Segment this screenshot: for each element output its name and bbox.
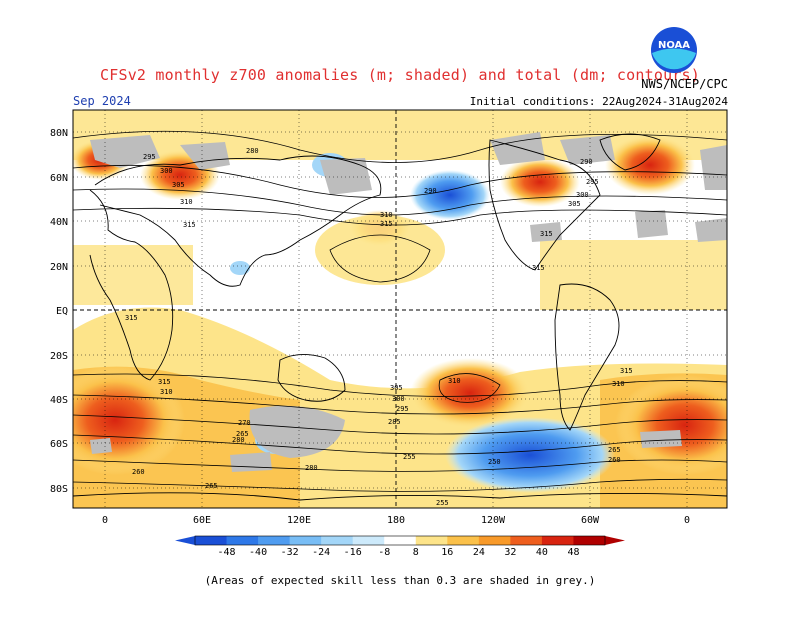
contour-label: 280 (232, 436, 245, 444)
organization-label: NWS/NCEP/CPC (641, 77, 728, 91)
contour-label: 310 (180, 198, 193, 206)
contour-label: 300 (392, 395, 405, 403)
skill-note: (Areas of expected skill less than 0.3 a… (204, 574, 596, 587)
colorbar-swatch (226, 536, 259, 545)
lat-tick-label: 20N (50, 262, 68, 273)
lat-tick-label: 40S (50, 395, 68, 406)
contour-label: 315 (158, 378, 171, 386)
contour-label: 295 (143, 153, 156, 161)
colorbar-swatch (195, 536, 228, 545)
lat-tick-label: 80N (50, 128, 68, 139)
contour-label: 270 (238, 419, 251, 427)
colorbar-swatch (573, 536, 606, 545)
lon-tick-label: 120E (287, 515, 311, 526)
colorbar-swatch (478, 536, 511, 545)
map-field: 295 300 305 310 315 280 290 310 315 315 … (73, 110, 727, 508)
initial-conditions-label: Initial conditions: 22Aug2024-31Aug2024 (469, 95, 728, 108)
contour-label: 295 (586, 178, 599, 186)
map-frame (72, 109, 728, 509)
colorbar-right-arrow (605, 536, 625, 545)
contour-label: 310 (380, 211, 393, 219)
lon-tick-label: 60E (193, 515, 211, 526)
colorbar-tick-label: 32 (504, 547, 516, 558)
lon-tick-label: 120W (481, 515, 506, 526)
colorbar-swatch (541, 536, 574, 545)
colorbar-swatch (415, 536, 448, 545)
map-title: CFSv2 monthly z700 anomalies (m; shaded)… (100, 66, 700, 84)
graticule (73, 110, 727, 508)
lon-tick-label: 0 (684, 515, 690, 526)
colorbar-swatch (352, 536, 385, 545)
contour-label: 255 (403, 453, 416, 461)
colorbar-tick-label: -32 (281, 547, 299, 558)
contour-label: 295 (396, 405, 409, 413)
colorbar-tick-label: 16 (441, 547, 453, 558)
colorbar-tick-label: -8 (378, 547, 390, 558)
lat-tick-label: 60S (50, 439, 68, 450)
contour-label: 265 (236, 430, 249, 438)
colorbar-tick-label: 48 (567, 547, 579, 558)
colorbar-swatch (384, 536, 417, 545)
colorbar-tick-label: -48 (218, 547, 236, 558)
contour-label: 265 (608, 446, 621, 454)
contour-label: 290 (580, 158, 593, 166)
colorbar-outline (194, 535, 606, 546)
contour-label: 305 (172, 181, 185, 189)
colorbar-tick-label: 24 (473, 547, 485, 558)
colorbar-tick-label: -40 (249, 547, 267, 558)
lon-tick-label: 180 (387, 515, 405, 526)
colorbar-swatch (321, 536, 354, 545)
contour-labels: 295 300 305 310 315 280 290 310 315 315 … (125, 147, 633, 507)
colorbar-tick-label: 8 (413, 547, 419, 558)
colorbar-swatch (289, 536, 322, 545)
lat-tick-label: 60N (50, 173, 68, 184)
contour-label: 250 (488, 458, 501, 466)
height-contours (73, 130, 727, 492)
contour-label: 310 (612, 380, 625, 388)
colorbar-tick-label: -16 (344, 547, 362, 558)
contour-label: 280 (305, 464, 318, 472)
lat-tick-label: EQ (56, 306, 68, 317)
lat-tick-label: 80S (50, 484, 68, 495)
lat-tick-label: 40N (50, 217, 68, 228)
contour-label: 300 (160, 167, 173, 175)
noaa-logo: NOAA (651, 27, 697, 73)
contour-label: 290 (424, 187, 437, 195)
contour-label: 315 (620, 367, 633, 375)
contour-label: 315 (380, 220, 393, 228)
valid-month-label: Sep 2024 (73, 94, 131, 108)
contour-label: 255 (436, 499, 449, 507)
colorbar-tick-label: -24 (312, 547, 330, 558)
contour-label: 310 (448, 377, 461, 385)
colorbar-swatch (447, 536, 480, 545)
longitude-axis: 0 60E 120E 180 120W 60W 0 (102, 515, 690, 526)
colorbar: -48 -40 -32 -24 -16 -8 8 16 24 32 40 48 (175, 535, 625, 558)
colorbar-swatch (258, 536, 291, 545)
contour-label: 260 (608, 456, 621, 464)
colorbar-tick-label: 40 (536, 547, 548, 558)
contour-label: 315 (540, 230, 553, 238)
lon-tick-label: 60W (581, 515, 600, 526)
lat-tick-label: 20S (50, 351, 68, 362)
lon-tick-label: 0 (102, 515, 108, 526)
contour-label: 315 (125, 314, 138, 322)
contour-label: 285 (388, 418, 401, 426)
contour-label: 280 (246, 147, 259, 155)
colorbar-swatch (510, 536, 543, 545)
contour-label: 300 (576, 191, 589, 199)
contour-label: 305 (390, 384, 403, 392)
noaa-logo-text: NOAA (658, 40, 690, 51)
latitude-axis: 80N 60N 40N 20N EQ 20S 40S 60S 80S (50, 128, 68, 495)
contour-label: 315 (532, 264, 545, 272)
contour-label: 315 (183, 221, 196, 229)
contour-label: 310 (160, 388, 173, 396)
contour-label: 265 (205, 482, 218, 490)
contour-label: 305 (568, 200, 581, 208)
contour-label: 260 (132, 468, 145, 476)
colorbar-left-arrow (175, 536, 195, 545)
